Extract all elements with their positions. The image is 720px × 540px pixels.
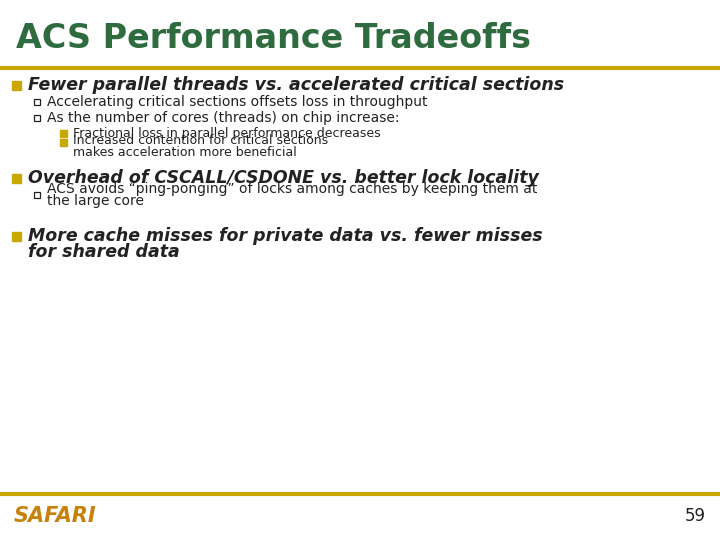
Text: Fractional loss in parallel performance decreases: Fractional loss in parallel performance …: [73, 126, 381, 139]
Text: More cache misses for private data vs. fewer misses: More cache misses for private data vs. f…: [28, 227, 543, 245]
Bar: [12, 174, 21, 183]
Text: Increased contention for critical sections: Increased contention for critical sectio…: [73, 134, 328, 147]
Text: Overhead of CSCALL/CSDONE vs. better lock locality: Overhead of CSCALL/CSDONE vs. better loc…: [28, 169, 539, 187]
Text: SAFARI: SAFARI: [14, 506, 96, 526]
Text: Fewer parallel threads vs. accelerated critical sections: Fewer parallel threads vs. accelerated c…: [28, 76, 564, 94]
Text: Accelerating critical sections offsets loss in throughput: Accelerating critical sections offsets l…: [47, 95, 428, 109]
Text: ACS Performance Tradeoffs: ACS Performance Tradeoffs: [16, 22, 531, 55]
Text: the large core: the large core: [47, 194, 144, 208]
Bar: [34, 192, 40, 198]
Text: 59: 59: [685, 507, 706, 525]
Text: ACS avoids “ping-ponging” of locks among caches by keeping them at: ACS avoids “ping-ponging” of locks among…: [47, 182, 537, 196]
Text: makes acceleration more beneficial: makes acceleration more beneficial: [73, 146, 297, 159]
Bar: [12, 232, 21, 241]
Bar: [60, 139, 67, 146]
Text: for shared data: for shared data: [28, 243, 180, 261]
Text: As the number of cores (threads) on chip increase:: As the number of cores (threads) on chip…: [47, 111, 400, 125]
Bar: [34, 99, 40, 105]
Bar: [34, 115, 40, 121]
Bar: [60, 130, 67, 137]
Bar: [12, 81, 21, 90]
